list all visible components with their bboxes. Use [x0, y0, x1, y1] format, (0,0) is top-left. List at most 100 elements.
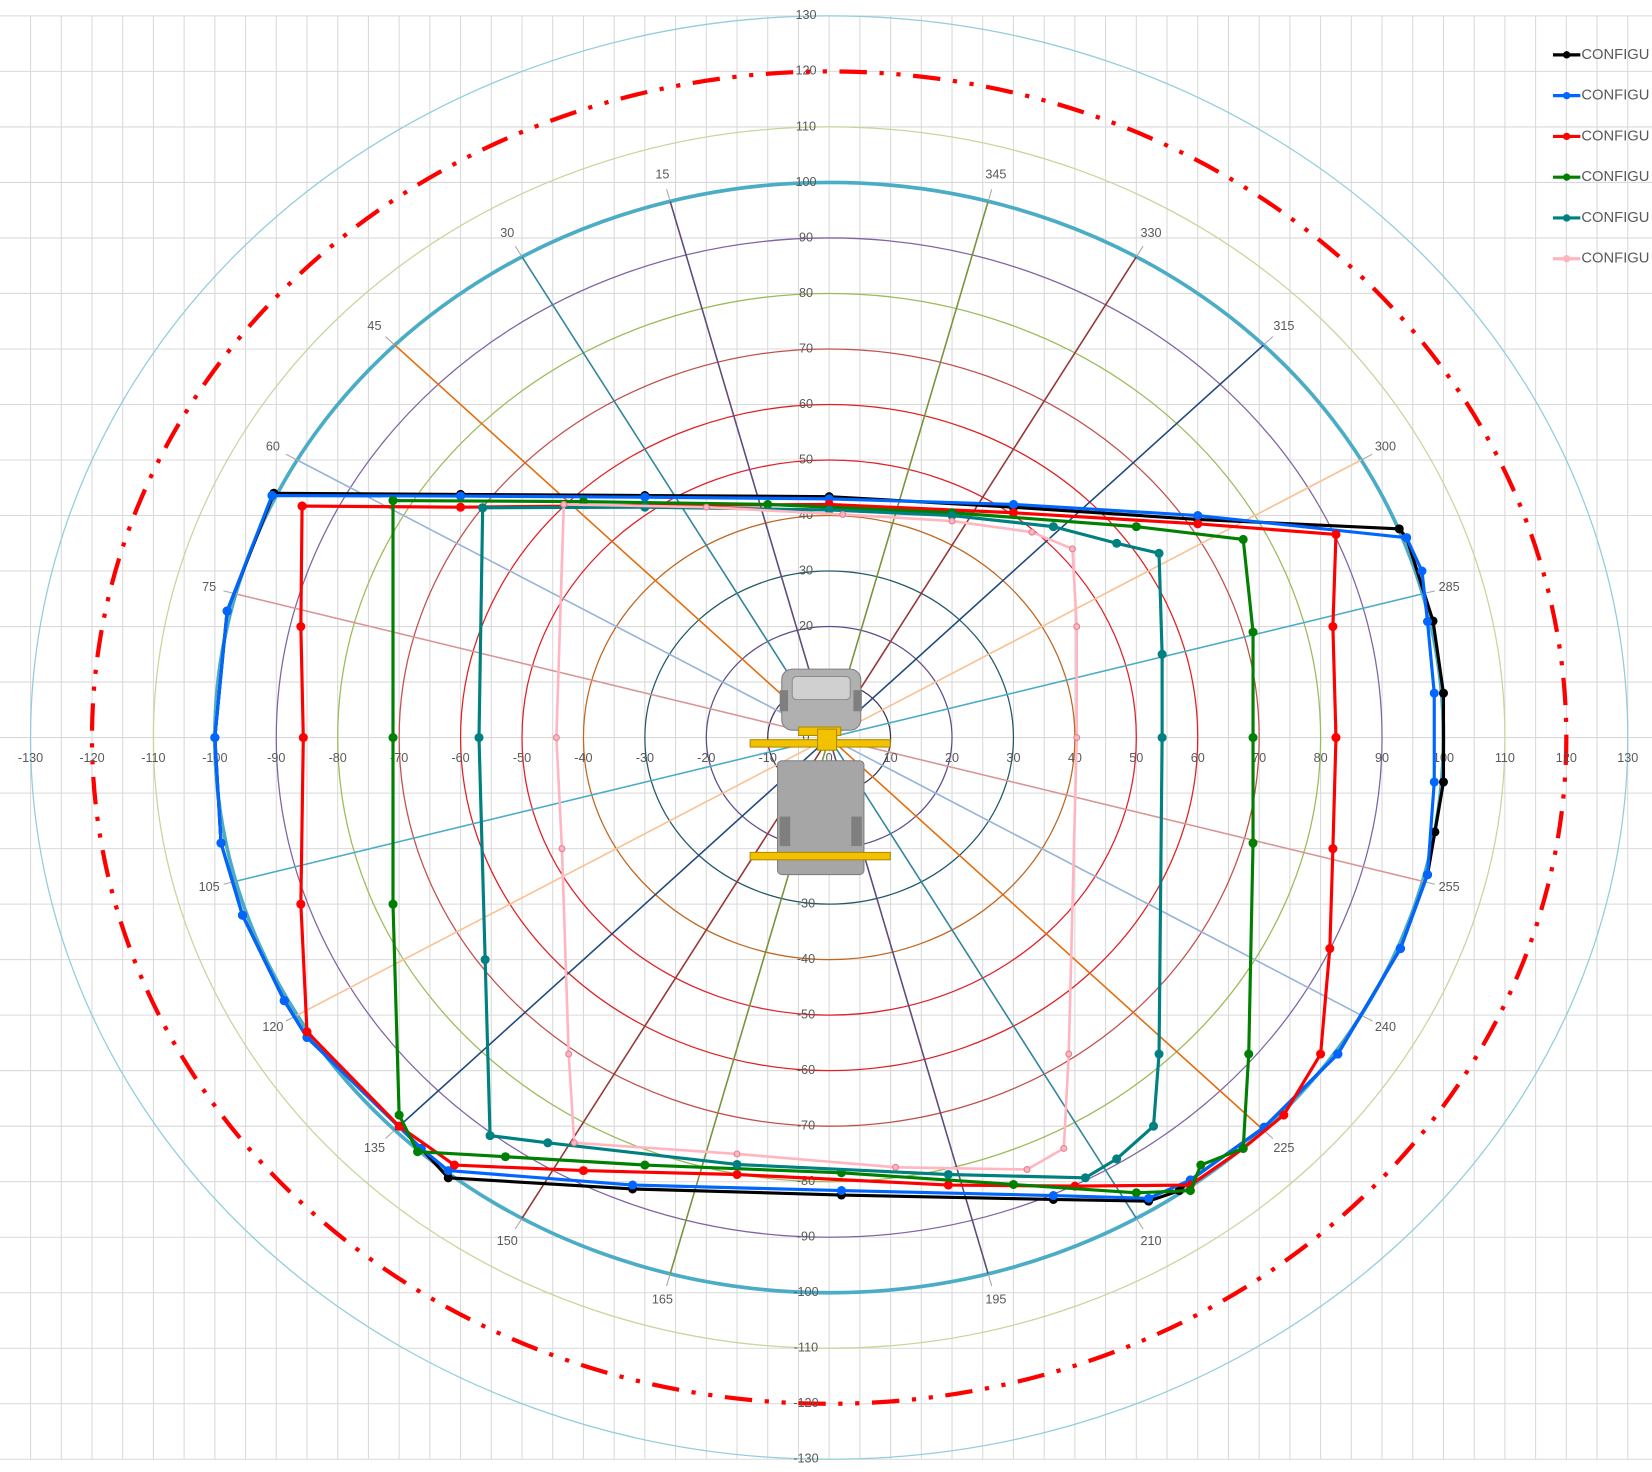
y-tick-label: -50 — [797, 1007, 815, 1021]
spoke-label: 165 — [652, 1292, 673, 1306]
data-point — [1402, 533, 1412, 543]
ring — [398, 348, 1260, 1127]
spoke — [235, 736, 830, 883]
y-tick-label: 20 — [799, 619, 813, 633]
x-tick-label: -60 — [451, 751, 469, 765]
x-tick-label: 80 — [1314, 751, 1328, 765]
spoke — [394, 736, 830, 1131]
spoke-label: 240 — [1375, 1020, 1396, 1034]
data-point — [1193, 519, 1203, 529]
data-point — [443, 1166, 453, 1176]
x-tick-label: -30 — [636, 751, 654, 765]
y-tick-label: 50 — [799, 452, 813, 466]
y-tick-label: 60 — [799, 397, 813, 411]
spoke-label: 210 — [1141, 1234, 1162, 1248]
data-point — [565, 1050, 573, 1058]
data-point — [1185, 1186, 1195, 1196]
x-tick-label: -50 — [513, 751, 531, 765]
data-point — [1048, 1191, 1058, 1201]
outrigger — [749, 851, 891, 861]
x-tick-label: 60 — [1191, 751, 1205, 765]
leader-line — [1263, 336, 1274, 346]
x-tick-label: 0 — [826, 751, 833, 765]
data-point — [1394, 524, 1404, 534]
data-point — [1395, 944, 1406, 954]
spoke — [828, 256, 1137, 739]
y-tick-label: -30 — [797, 896, 815, 910]
leader-line — [1360, 1014, 1373, 1022]
data-point — [298, 733, 308, 743]
spoke-label: 15 — [655, 167, 669, 181]
ring — [644, 570, 1015, 905]
leader-line — [1360, 453, 1373, 461]
data-point — [1131, 522, 1141, 532]
x-tick-label: 70 — [1252, 751, 1266, 765]
legend-label: CONFIGU — [1581, 47, 1649, 63]
data-point — [1144, 1193, 1154, 1203]
data-point — [1008, 499, 1018, 509]
data-point — [1028, 528, 1036, 536]
data-point — [1157, 733, 1167, 743]
data-point — [279, 996, 289, 1006]
data-point — [456, 491, 466, 501]
y-tick-label: 80 — [799, 286, 813, 300]
data-point — [839, 510, 847, 518]
spoke-label: 225 — [1273, 1141, 1294, 1155]
data-point — [1438, 777, 1449, 787]
data-point — [543, 1138, 553, 1148]
leader-line — [666, 189, 671, 202]
ring — [337, 292, 1322, 1183]
data-point — [1244, 1049, 1254, 1059]
data-point — [570, 1139, 578, 1147]
spoke-label: 120 — [262, 1020, 283, 1034]
data-point — [1331, 529, 1341, 539]
legend-label: CONFIGU — [1581, 251, 1649, 267]
legend-marker — [1562, 51, 1571, 59]
data-point — [222, 606, 232, 616]
spoke-label: 75 — [202, 580, 216, 594]
x-tick-label: -110 — [141, 751, 165, 765]
y-tick-label: 100 — [795, 175, 816, 189]
data-point — [1238, 1143, 1248, 1153]
spoke-label: 195 — [985, 1292, 1006, 1306]
legend-label: CONFIGU — [1581, 169, 1649, 185]
leader-line — [666, 1273, 671, 1287]
data-point — [732, 1169, 742, 1180]
data-point — [210, 733, 220, 743]
data-point — [948, 517, 956, 525]
data-point — [836, 1186, 846, 1196]
wheel — [851, 816, 862, 847]
data-point — [732, 1159, 742, 1170]
series-line — [555, 503, 1079, 1171]
spoke-label: 30 — [500, 226, 514, 240]
data-point — [1073, 623, 1081, 631]
spoke-label: 255 — [1439, 880, 1460, 894]
x-tick-label: -130 — [18, 751, 43, 765]
vehicle — [749, 668, 891, 876]
spoke-label: 60 — [266, 440, 280, 454]
y-tick-label: -120 — [793, 1396, 818, 1410]
spoke — [828, 201, 989, 738]
spoke — [828, 344, 1265, 739]
spoke — [394, 344, 830, 739]
wheel — [779, 816, 791, 847]
data-point — [892, 1163, 899, 1171]
data-point — [216, 838, 226, 848]
leader-line — [987, 189, 993, 202]
x-tick-label: -40 — [574, 751, 592, 765]
data-point — [1422, 617, 1433, 627]
data-point — [1248, 733, 1258, 743]
x-tick-label: 20 — [945, 751, 959, 765]
data-point — [1279, 1110, 1289, 1120]
y-tick-label: 70 — [799, 341, 813, 355]
spoke — [828, 736, 1265, 1131]
y-tick-label: 120 — [795, 64, 816, 78]
data-point — [394, 1110, 404, 1120]
spoke-label: 300 — [1375, 440, 1396, 454]
ring — [521, 459, 1137, 1016]
data-point — [1008, 1179, 1018, 1190]
data-point — [478, 503, 488, 513]
data-point — [1238, 534, 1248, 544]
